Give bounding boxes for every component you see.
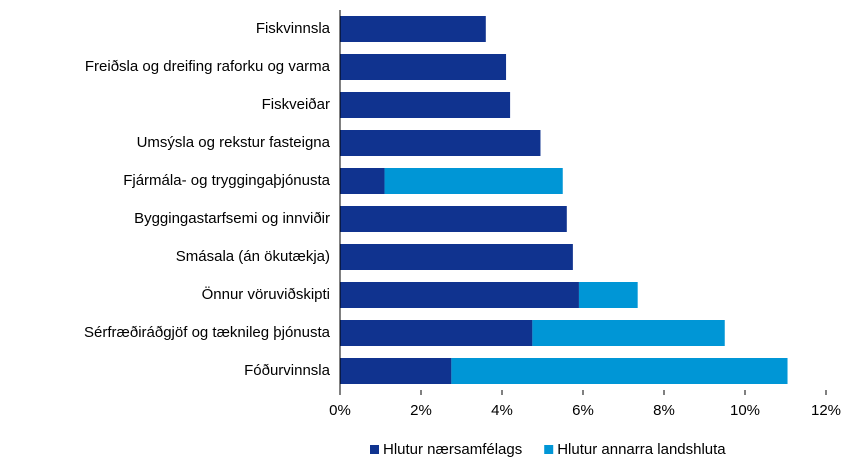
x-tick-label: 6% [572, 402, 594, 419]
x-tick-label: 0% [329, 402, 351, 419]
y-tick-label: Umsýsla og rekstur fasteigna [137, 134, 331, 151]
bar-segment [340, 16, 486, 42]
y-tick-label: Smásala (án ökutækja) [176, 248, 330, 265]
y-tick-label: Byggingastarfsemi og innviðir [134, 210, 330, 227]
bar-segment [340, 358, 452, 384]
bar-segment [340, 320, 533, 346]
bar-segment [340, 130, 541, 156]
y-tick-label: Önnur vöruviðskipti [202, 285, 330, 303]
legend-swatch [370, 445, 379, 454]
x-tick-label: 12% [811, 402, 841, 419]
bar-segment [340, 168, 385, 194]
x-tick-label: 4% [491, 402, 513, 419]
bar-segment [340, 282, 579, 308]
bar-segment [340, 206, 567, 232]
bar-segment [340, 54, 507, 80]
bar-segment [451, 358, 788, 384]
y-tick-label: Sérfræðiráðgjöf og tæknileg þjónusta [84, 324, 331, 341]
bar-segment [340, 92, 511, 118]
x-tick-label: 10% [730, 402, 760, 419]
y-tick-label: Fóðurvinnsla [244, 362, 331, 379]
y-tick-label: Fiskveiðar [262, 96, 330, 113]
bar-segment [578, 282, 638, 308]
legend-swatch [544, 445, 554, 454]
x-tick-label: 2% [410, 402, 432, 419]
bar-segment [340, 244, 573, 270]
legend-label: Hlutur annarra landshluta [557, 441, 726, 458]
bar-segment [532, 320, 725, 346]
x-tick-label: 8% [653, 402, 675, 419]
bar-segment [384, 168, 563, 194]
y-tick-label: Fjármála- og tryggingaþjónusta [123, 172, 330, 189]
y-tick-label: Fiskvinnsla [256, 20, 331, 37]
y-tick-label: Freiðsla og dreifing raforku og varma [85, 58, 331, 75]
legend-label: Hlutur nærsamfélags [383, 441, 522, 458]
